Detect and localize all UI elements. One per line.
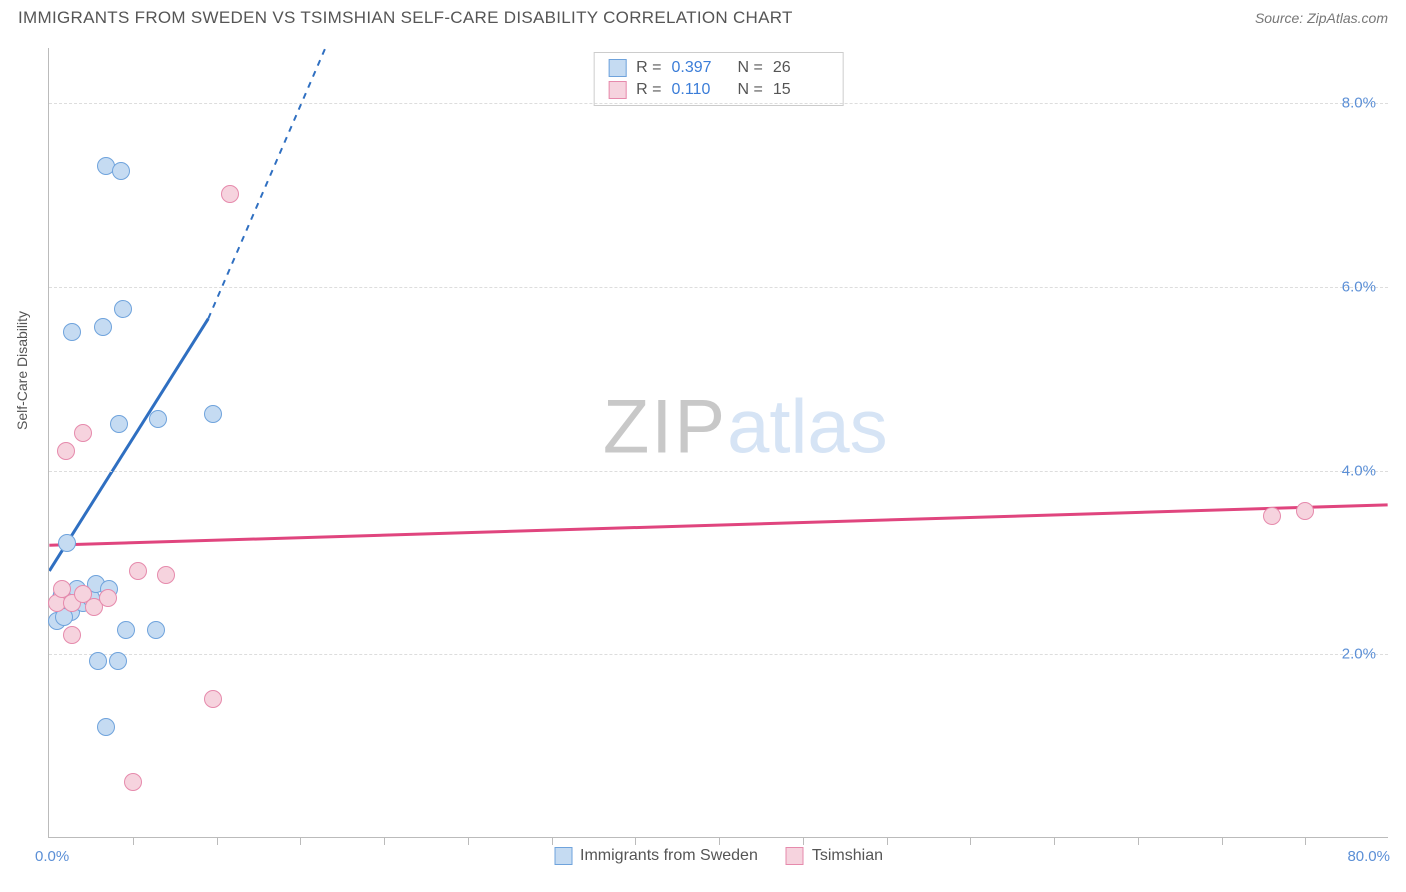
- data-point: [204, 405, 222, 423]
- data-point: [114, 300, 132, 318]
- x-tick: [887, 837, 888, 845]
- x-tick: [1222, 837, 1223, 845]
- legend-label: Immigrants from Sweden: [580, 847, 758, 865]
- legend-swatch: [786, 847, 804, 865]
- series-legend: Immigrants from Sweden Tsimshian: [554, 847, 883, 865]
- x-tick: [1054, 837, 1055, 845]
- x-tick: [384, 837, 385, 845]
- n-label: N =: [738, 59, 763, 77]
- gridline: [49, 103, 1388, 104]
- data-point: [57, 442, 75, 460]
- x-axis-end-label: 80.0%: [1347, 848, 1390, 865]
- data-point: [109, 652, 127, 670]
- data-point: [221, 185, 239, 203]
- y-tick-label: 2.0%: [1342, 646, 1376, 663]
- y-tick-label: 8.0%: [1342, 95, 1376, 112]
- gridline: [49, 287, 1388, 288]
- trend-lines-layer: [49, 48, 1388, 837]
- data-point: [99, 589, 117, 607]
- series-swatch: [608, 59, 626, 77]
- r-label: R =: [636, 81, 661, 99]
- data-point: [58, 534, 76, 552]
- data-point: [63, 626, 81, 644]
- x-tick: [1138, 837, 1139, 845]
- x-tick: [300, 837, 301, 845]
- x-axis-start-label: 0.0%: [35, 848, 69, 865]
- stats-row: R = 0.110 N = 15: [608, 79, 829, 101]
- trend-line-extrapolated: [208, 48, 325, 319]
- data-point: [94, 318, 112, 336]
- x-tick: [970, 837, 971, 845]
- data-point: [1263, 507, 1281, 525]
- stats-row: R = 0.397 N = 26: [608, 57, 829, 79]
- x-tick: [468, 837, 469, 845]
- watermark-atlas: atlas: [727, 384, 888, 469]
- x-tick: [635, 837, 636, 845]
- data-point: [157, 566, 175, 584]
- r-value: 0.110: [672, 81, 728, 99]
- y-axis-label: Self-Care Disability: [14, 311, 30, 430]
- source-citation: Source: ZipAtlas.com: [1255, 10, 1388, 26]
- watermark: ZIPatlas: [603, 383, 888, 470]
- x-tick: [803, 837, 804, 845]
- trend-line: [49, 319, 208, 571]
- data-point: [129, 562, 147, 580]
- y-tick-label: 6.0%: [1342, 278, 1376, 295]
- data-point: [149, 410, 167, 428]
- data-point: [1296, 502, 1314, 520]
- data-point: [112, 162, 130, 180]
- x-tick: [217, 837, 218, 845]
- x-tick: [133, 837, 134, 845]
- correlation-stats-box: R = 0.397 N = 26 R = 0.110 N = 15: [593, 52, 844, 106]
- data-point: [117, 621, 135, 639]
- x-tick: [552, 837, 553, 845]
- gridline: [49, 654, 1388, 655]
- n-label: N =: [738, 81, 763, 99]
- chart-header: IMMIGRANTS FROM SWEDEN VS TSIMSHIAN SELF…: [0, 0, 1406, 32]
- series-swatch: [608, 81, 626, 99]
- data-point: [97, 718, 115, 736]
- y-tick-label: 4.0%: [1342, 462, 1376, 479]
- legend-item: Immigrants from Sweden: [554, 847, 758, 865]
- n-value: 26: [773, 59, 829, 77]
- data-point: [63, 323, 81, 341]
- gridline: [49, 471, 1388, 472]
- data-point: [147, 621, 165, 639]
- x-tick: [1305, 837, 1306, 845]
- chart-title: IMMIGRANTS FROM SWEDEN VS TSIMSHIAN SELF…: [18, 8, 793, 28]
- r-value: 0.397: [672, 59, 728, 77]
- watermark-zip: ZIP: [603, 384, 727, 469]
- data-point: [89, 652, 107, 670]
- legend-swatch: [554, 847, 572, 865]
- legend-label: Tsimshian: [812, 847, 883, 865]
- scatter-plot-area: ZIPatlas R =0.397N =26R =0.110N =15 Immi…: [48, 48, 1388, 838]
- legend-item: Tsimshian: [786, 847, 883, 865]
- x-tick: [719, 837, 720, 845]
- source-label: Source:: [1255, 10, 1307, 26]
- trend-line: [49, 505, 1387, 545]
- r-label: R =: [636, 59, 661, 77]
- data-point: [124, 773, 142, 791]
- data-point: [110, 415, 128, 433]
- data-point: [74, 424, 92, 442]
- source-value: ZipAtlas.com: [1307, 10, 1388, 26]
- n-value: 15: [773, 81, 829, 99]
- data-point: [204, 690, 222, 708]
